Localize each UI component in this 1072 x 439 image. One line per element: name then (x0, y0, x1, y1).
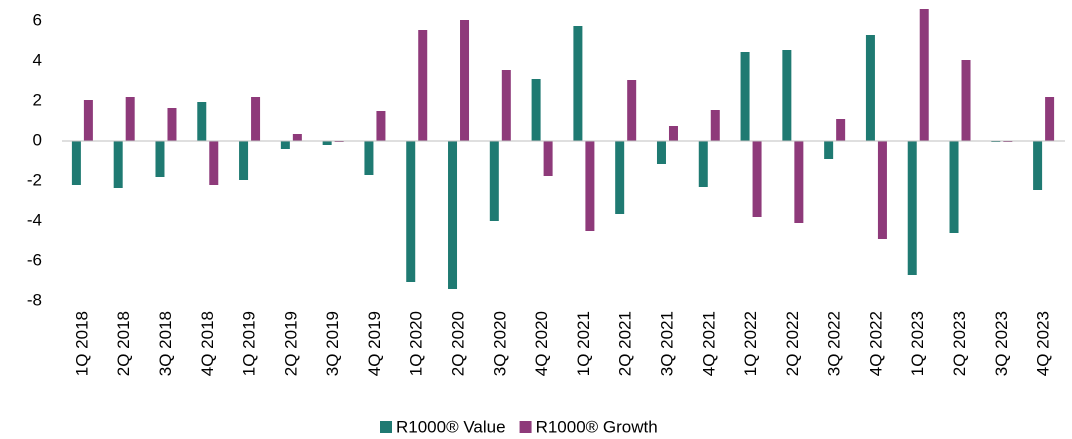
y-tick-label: -4 (27, 210, 42, 229)
bar (322, 141, 332, 145)
bar (197, 102, 207, 141)
bar (615, 141, 625, 214)
bar (698, 141, 708, 187)
y-tick-label: 2 (33, 90, 42, 109)
legend-label: R1000® Value (396, 417, 506, 436)
bar (656, 141, 666, 164)
bar (710, 110, 720, 141)
bar (1045, 97, 1055, 141)
y-tick-label: 0 (33, 130, 42, 149)
bar (406, 141, 416, 282)
bar (1033, 141, 1043, 190)
bar (460, 20, 470, 141)
x-tick-label: 4Q 2021 (699, 311, 718, 376)
bar (668, 126, 678, 141)
bar (627, 80, 637, 141)
bar (418, 30, 428, 141)
bar (836, 119, 846, 141)
bar (877, 141, 887, 239)
x-tick-label: 4Q 2023 (1034, 311, 1053, 376)
y-tick-label: 4 (33, 50, 42, 69)
bar (376, 111, 386, 141)
x-tick-label: 2Q 2021 (616, 311, 635, 376)
x-tick-label: 4Q 2020 (532, 311, 551, 376)
bar (448, 141, 458, 289)
bar (919, 9, 929, 141)
bar (531, 79, 541, 141)
bar (782, 50, 792, 141)
bar (543, 141, 553, 176)
bar (865, 35, 875, 141)
bar (949, 141, 959, 233)
bar (113, 141, 123, 188)
bar (364, 141, 374, 175)
y-tick-label: -8 (27, 290, 42, 309)
legend: R1000® Value R1000® Growth (380, 417, 658, 436)
x-tick-label: 2Q 2020 (449, 311, 468, 376)
x-tick-label: 2Q 2018 (114, 311, 133, 376)
bar (573, 26, 583, 141)
bar (794, 141, 804, 223)
x-tick-label: 2Q 2022 (783, 311, 802, 376)
x-tick-label: 1Q 2018 (72, 311, 91, 376)
bar (251, 97, 261, 141)
bar (209, 141, 219, 185)
x-tick-label: 3Q 2018 (156, 311, 175, 376)
bar (239, 141, 249, 180)
x-tick-label: 1Q 2023 (908, 311, 927, 376)
x-tick-label: 2Q 2023 (950, 311, 969, 376)
bar (489, 141, 499, 221)
x-tick-label: 3Q 2021 (657, 311, 676, 376)
bar (292, 134, 302, 141)
x-tick-label: 1Q 2019 (240, 311, 259, 376)
bar (907, 141, 917, 275)
x-tick-label: 4Q 2022 (866, 311, 885, 376)
legend-swatch (380, 421, 392, 433)
bar (83, 100, 93, 141)
x-tick-label: 4Q 2018 (198, 311, 217, 376)
x-tick-label: 1Q 2021 (574, 311, 593, 376)
bar (752, 141, 762, 217)
bar (585, 141, 595, 231)
bar (501, 70, 511, 141)
bar (155, 141, 165, 177)
bar (71, 141, 81, 185)
x-tick-label: 3Q 2019 (323, 311, 342, 376)
bar (824, 141, 834, 159)
x-tick-label: 2Q 2019 (281, 311, 300, 376)
bar (125, 97, 135, 141)
x-tick-label: 1Q 2022 (741, 311, 760, 376)
x-tick-label: 3Q 2023 (992, 311, 1011, 376)
bar (280, 141, 290, 149)
bar (740, 52, 750, 141)
bar (167, 108, 177, 141)
x-tick-label: 3Q 2022 (825, 311, 844, 376)
y-tick-label: -6 (27, 250, 42, 269)
y-tick-label: 6 (33, 10, 42, 29)
x-tick-label: 4Q 2019 (365, 311, 384, 376)
x-tick-label: 3Q 2020 (490, 311, 509, 376)
y-tick-label: -2 (27, 170, 42, 189)
x-tick-label: 1Q 2020 (407, 311, 426, 376)
legend-swatch (519, 421, 532, 433)
legend-label: R1000® Growth (536, 417, 658, 436)
bar (961, 60, 971, 141)
